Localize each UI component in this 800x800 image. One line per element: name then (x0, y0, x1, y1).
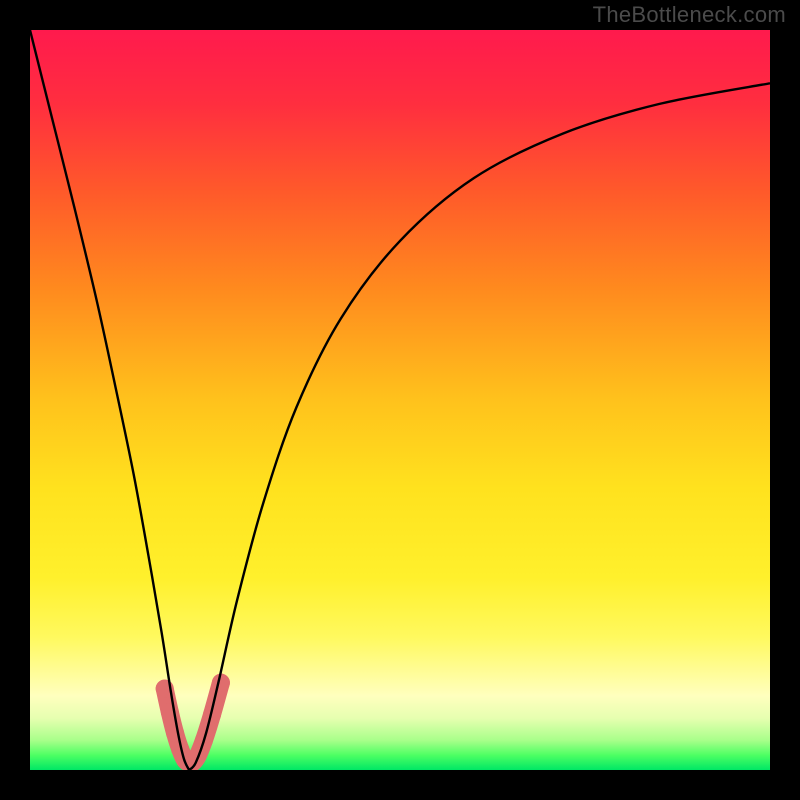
notch-marker-dot (166, 724, 184, 742)
gradient-background (30, 30, 770, 770)
watermark-text: TheBottleneck.com (593, 2, 786, 28)
chart-stage: TheBottleneck.com (0, 0, 800, 800)
bottleneck-chart (0, 0, 800, 800)
